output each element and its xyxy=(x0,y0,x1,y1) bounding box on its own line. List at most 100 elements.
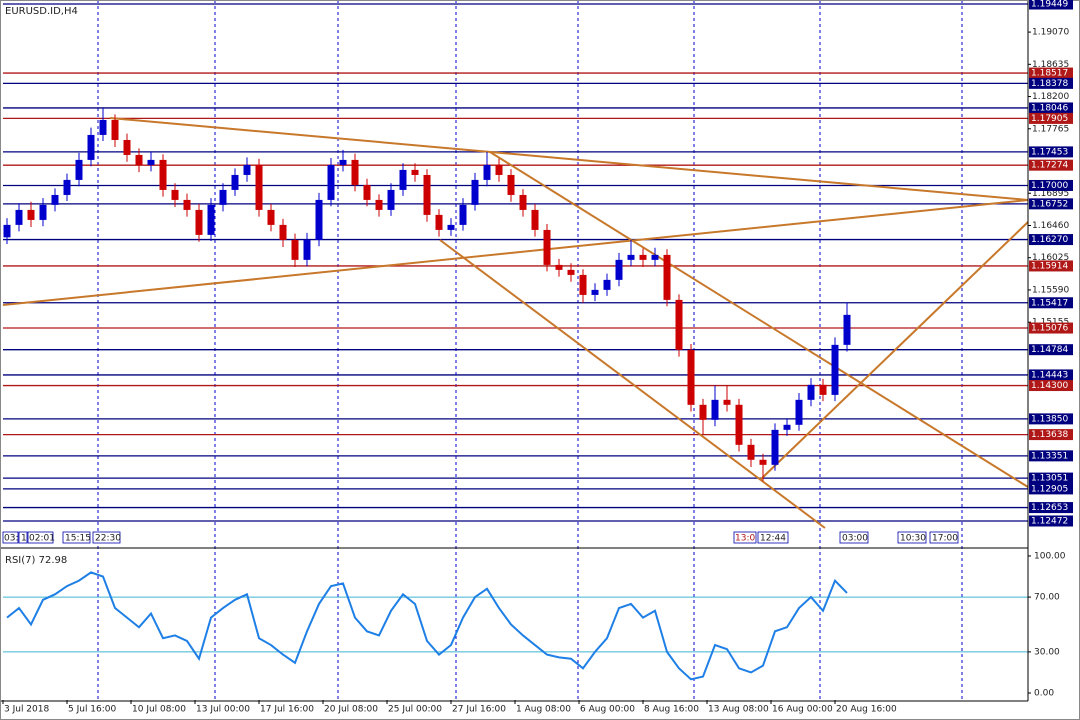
level-label-box xyxy=(1029,77,1073,89)
candle-body xyxy=(555,264,563,270)
level-label-box xyxy=(1029,483,1073,495)
level-label: 1.12905 xyxy=(1031,484,1068,494)
level-label-box xyxy=(1029,260,1073,272)
candle-body xyxy=(399,169,407,190)
y-tick-label: 1.19070 xyxy=(1032,28,1069,38)
level-label: 1.16270 xyxy=(1031,235,1068,245)
indicator-line xyxy=(6,571,848,681)
level-label: 1.12653 xyxy=(1031,503,1068,513)
time-marker-box xyxy=(27,531,54,544)
time-marker: 1 xyxy=(21,534,27,544)
y-tick-label: 1.17765 xyxy=(1032,124,1069,134)
candle-body xyxy=(735,404,743,445)
level-label: 1.14784 xyxy=(1031,345,1068,355)
candle-body xyxy=(651,254,659,260)
candle-body xyxy=(639,254,647,260)
indicator-y-tick-label: 100.00 xyxy=(1034,551,1066,561)
level-label-box xyxy=(1029,67,1073,79)
x-tick-label: 6 Aug 00:00 xyxy=(580,705,635,715)
candle-body xyxy=(423,174,431,215)
candle-body xyxy=(303,239,311,260)
level-label: 1.12472 xyxy=(1031,516,1068,526)
candle-body xyxy=(495,164,503,175)
candle-body xyxy=(843,314,851,345)
time-marker-box xyxy=(92,531,121,544)
level-label: 1.14443 xyxy=(1031,370,1068,380)
candle-body xyxy=(519,194,527,210)
level-label: 1.17453 xyxy=(1031,147,1068,157)
level-label: 1.19449 xyxy=(1031,0,1068,10)
level-label: 1.13051 xyxy=(1031,474,1068,484)
x-tick-label: 8 Aug 16:00 xyxy=(644,705,699,715)
levels xyxy=(3,3,1028,653)
candle-body xyxy=(435,214,443,230)
trend-line xyxy=(759,221,1029,481)
candle-body xyxy=(39,204,47,220)
level-label: 1.15417 xyxy=(1031,298,1068,308)
chart-title: EURUSD.ID,H4 xyxy=(5,6,78,17)
candle-body xyxy=(759,459,767,465)
time-marker-box xyxy=(929,531,959,544)
time-marker: 02:01 xyxy=(29,534,55,544)
time-marker: 17:00 xyxy=(932,534,958,544)
level-label: 1.13850 xyxy=(1031,414,1068,424)
candle-body xyxy=(531,209,539,230)
y-tick-label: 1.16460 xyxy=(1032,221,1069,231)
level-label-box xyxy=(1029,413,1073,425)
time-marker-box xyxy=(18,531,28,544)
candle-body xyxy=(219,189,227,205)
candle-body xyxy=(387,189,395,210)
time-marker-box xyxy=(897,531,927,544)
level-label-box xyxy=(1029,179,1073,191)
x-tick-label: 10 Jul 08:00 xyxy=(132,705,186,715)
candle-body xyxy=(75,159,83,180)
indicator-y-tick-label: 0.00 xyxy=(1034,689,1054,699)
level-label-box xyxy=(1029,450,1073,462)
level-label-box xyxy=(1029,297,1073,309)
level-label-box xyxy=(1029,198,1073,210)
candle-body xyxy=(183,199,191,210)
candle-body xyxy=(723,399,731,405)
level-label: 1.18378 xyxy=(1031,79,1068,89)
candle-body xyxy=(411,169,419,175)
level-label-box xyxy=(1029,502,1073,514)
candle-body xyxy=(291,239,299,260)
candle-body xyxy=(543,229,551,265)
candle-body xyxy=(231,174,239,190)
y-tick-label: 1.16895 xyxy=(1032,189,1069,199)
candle-body xyxy=(363,184,371,200)
candle-body xyxy=(27,209,35,220)
time-marker-box xyxy=(839,531,869,544)
candle-body xyxy=(831,344,839,395)
candle-body xyxy=(351,159,359,185)
candle-body xyxy=(459,204,467,225)
candle-body xyxy=(195,209,203,235)
candle-body xyxy=(315,199,323,240)
candle-body xyxy=(603,279,611,290)
candle-body xyxy=(87,134,95,160)
candle-body xyxy=(591,289,599,295)
trend-line xyxy=(2,199,1029,306)
level-label-box xyxy=(1029,146,1073,158)
indicator-title: RSI(7) 72.98 xyxy=(5,555,67,566)
candle-body xyxy=(3,224,11,238)
trend-line xyxy=(489,151,1029,488)
x-tick-label: 17 Jul 16:00 xyxy=(260,705,314,715)
candle-body xyxy=(447,224,455,230)
x-tick-label: 20 Jul 08:00 xyxy=(324,705,378,715)
x-tick-label: 27 Jul 16:00 xyxy=(452,705,506,715)
level-label-box xyxy=(1029,159,1073,171)
indicator-y-tick-label: 70.00 xyxy=(1034,593,1060,603)
x-tick-label: 13 Jul 00:00 xyxy=(196,705,250,715)
candle-body xyxy=(675,299,683,350)
marks xyxy=(3,107,851,681)
y-tick-label: 1.18635 xyxy=(1032,60,1069,70)
candle-body xyxy=(267,209,275,225)
candle-body xyxy=(135,154,143,165)
level-label-box xyxy=(1029,515,1073,527)
candle-body xyxy=(711,399,719,420)
candle-body xyxy=(207,204,215,235)
level-label: 1.16752 xyxy=(1031,199,1068,209)
candle-body xyxy=(483,164,491,180)
